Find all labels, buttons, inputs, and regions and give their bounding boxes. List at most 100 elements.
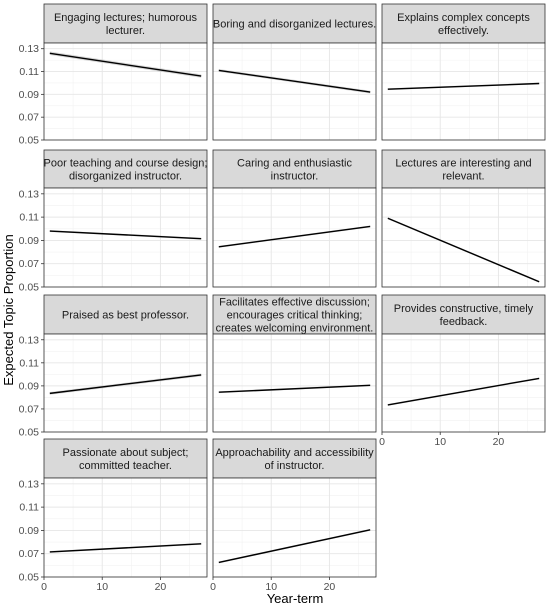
facet-title-line: Approachability and accessibility <box>215 447 374 459</box>
y-tick-label: 0.13 <box>19 43 40 55</box>
facet-title-line: feedback. <box>440 316 488 328</box>
plot-area <box>382 188 545 287</box>
facet-title-line: Explains complex concepts <box>397 12 530 24</box>
plot-area <box>44 478 207 577</box>
facet-title-line: Facilitates effective discussion; <box>219 297 370 309</box>
y-tick-label: 0.07 <box>19 403 40 415</box>
facet-title-line: Praised as best professor. <box>62 310 189 322</box>
trend-line <box>218 384 371 393</box>
y-tick-label: 0.05 <box>19 135 40 147</box>
x-tick-label: 0 <box>379 436 385 448</box>
trend-line <box>218 69 371 93</box>
trend-line <box>49 230 202 240</box>
panel-border <box>212 187 377 288</box>
facet-title-line: committed teacher. <box>79 460 172 472</box>
y-tick-label: 0.05 <box>19 572 40 584</box>
facet-title-line: disorganized instructor. <box>69 171 182 183</box>
facet-strip <box>381 3 546 44</box>
facet-title-line: relevant. <box>442 171 484 183</box>
x-tick-label: 0 <box>41 581 47 593</box>
y-tick-label: 0.13 <box>19 334 40 346</box>
facet-panel: Passionate about subject;committed teach… <box>19 438 208 593</box>
trend-line <box>387 217 540 283</box>
facet-title-line: instructor. <box>271 171 319 183</box>
facet-panel: Poor teaching and course design;disorgan… <box>19 149 208 294</box>
y-axis-title: Expected Topic Proportion <box>1 234 16 386</box>
facet-title-line: creates welcoming environment. <box>216 323 374 335</box>
facet-strip <box>212 149 377 189</box>
facet-title-line: Passionate about subject; <box>63 447 189 459</box>
trend-line <box>387 377 540 406</box>
x-tick-label: 20 <box>155 581 167 593</box>
trend-line <box>49 52 202 77</box>
facet-title-line: Provides constructive, timely <box>394 303 534 315</box>
panel-border <box>43 333 208 433</box>
plot-area <box>213 43 376 140</box>
panel-border <box>212 42 377 141</box>
panel-border <box>381 42 546 141</box>
facet-panel: Boring and disorganized lectures. <box>212 3 377 141</box>
x-tick-label: 0 <box>210 581 216 593</box>
plot-area <box>213 334 376 432</box>
y-tick-label: 0.09 <box>19 380 40 392</box>
facet-title-line: encourages critical thinking; <box>227 310 363 322</box>
y-tick-label: 0.11 <box>19 66 39 78</box>
plot-area <box>213 478 376 577</box>
panel-border <box>212 333 377 433</box>
facet-strip <box>43 438 208 479</box>
y-tick-label: 0.05 <box>19 427 40 439</box>
panel-border <box>43 187 208 288</box>
facet-panel: Praised as best professor. 0.05 0.07 0.09 0.… <box>19 294 208 439</box>
facet-panel: Facilitates effective discussion;encoura… <box>212 294 377 433</box>
facet-title-line: Caring and enthusiastic <box>237 158 352 170</box>
y-tick-label: 0.11 <box>19 502 39 514</box>
facet-title-line: Lectures are interesting and <box>395 158 531 170</box>
panel-border <box>381 333 546 433</box>
trend-line <box>387 82 540 90</box>
trend-line <box>49 543 202 553</box>
facet-strip <box>381 294 546 335</box>
panel-border <box>381 187 546 288</box>
panel-border <box>43 477 208 578</box>
facet-strip <box>43 3 208 44</box>
facet-title-line: Engaging lectures; humorous <box>54 12 198 24</box>
facet-title-line: effectively. <box>438 25 489 37</box>
plot-area <box>382 43 545 140</box>
y-tick-label: 0.05 <box>19 282 40 294</box>
plot-area <box>44 43 207 140</box>
facet-strip <box>212 438 377 479</box>
facet-title-line: Boring and disorganized lectures. <box>213 19 376 31</box>
facet-strip <box>43 149 208 189</box>
y-tick-label: 0.13 <box>19 188 40 200</box>
y-tick-label: 0.13 <box>19 478 40 490</box>
trend-line <box>218 529 371 564</box>
panel-border <box>212 477 377 578</box>
x-tick-label: 20 <box>493 436 505 448</box>
facet-title-line: of instructor. <box>265 460 325 472</box>
trend-line <box>49 374 202 395</box>
y-tick-label: 0.11 <box>19 212 39 224</box>
y-tick-label: 0.09 <box>19 89 40 101</box>
trend-line <box>218 225 371 248</box>
facet-strip <box>381 149 546 189</box>
x-tick-label: 10 <box>265 581 277 593</box>
x-axis-title: Year-term <box>267 591 324 606</box>
facet-title-line: Poor teaching and course design; <box>44 158 208 170</box>
x-tick-label: 10 <box>96 581 108 593</box>
y-tick-label: 0.07 <box>19 258 40 270</box>
x-tick-label: 20 <box>324 581 336 593</box>
y-tick-label: 0.09 <box>19 235 40 247</box>
facet-strip <box>212 3 377 44</box>
y-tick-label: 0.09 <box>19 525 40 537</box>
facet-title-line: lecturer. <box>106 25 145 37</box>
plot-area <box>382 334 545 432</box>
y-tick-label: 0.11 <box>19 357 39 369</box>
facet-strip <box>43 294 208 335</box>
